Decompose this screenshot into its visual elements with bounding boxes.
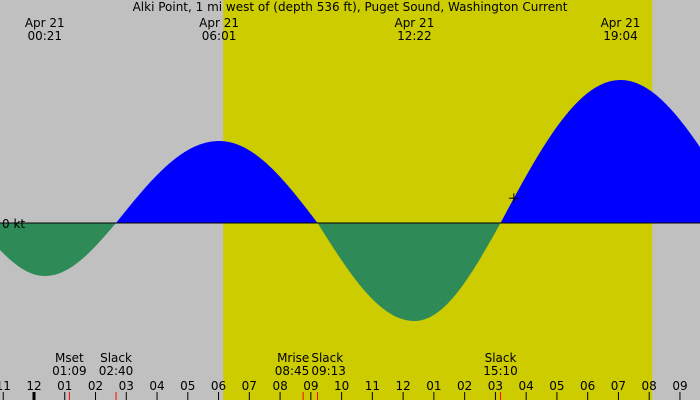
event-label: Slack [311,351,343,365]
extremum-date-label: Apr 21 [394,16,434,30]
extremum-time-label: 12:22 [397,29,432,43]
current-time-marker [508,193,519,204]
extremum-date-label: Apr 21 [25,16,65,30]
event-time: 08:45 [275,364,310,378]
event-time: 09:13 [311,364,346,378]
extremum-date-label: Apr 21 [601,16,641,30]
extremum-date-label: Apr 21 [199,16,239,30]
x-tick-label: 05 [549,379,564,393]
x-tick-label: 02 [88,379,103,393]
x-tick-label: 04 [149,379,164,393]
x-tick-label: 08 [272,379,287,393]
x-tick-label: 07 [611,379,626,393]
zero-label: 0 kt [2,217,25,231]
event-label: Mrise [277,351,309,365]
event-time: 01:09 [52,364,87,378]
x-tick-label: 03 [119,379,134,393]
x-tick-label: 08 [642,379,657,393]
x-tick-label: 04 [519,379,534,393]
event-label: Slack [485,351,517,365]
x-tick-label: 05 [180,379,195,393]
x-tick-label: 12 [26,379,41,393]
event-time: 02:40 [99,364,134,378]
event-time: 15:10 [483,364,518,378]
x-tick-label: 06 [211,379,226,393]
x-tick-label: 10 [334,379,349,393]
x-tick-label: 09 [672,379,687,393]
x-tick-label: 03 [488,379,503,393]
extremum-time-label: 00:21 [27,29,62,43]
x-tick-label: 09 [303,379,318,393]
event-label: Slack [100,351,132,365]
flood-area [0,80,700,223]
event-label: Mset [55,351,84,365]
x-tick-label: 01 [426,379,441,393]
x-tick-label: 11 [0,379,11,393]
x-tick-label: 01 [57,379,72,393]
extremum-time-label: 19:04 [603,29,638,43]
chart-title: Alki Point, 1 mi west of (depth 536 ft),… [133,0,568,14]
x-tick-label: 11 [365,379,380,393]
x-tick-label: 12 [395,379,410,393]
x-tick-label: 02 [457,379,472,393]
x-tick-label: 06 [580,379,595,393]
extremum-time-label: 06:01 [202,29,237,43]
ebb-area [0,223,700,321]
x-tick-label: 07 [242,379,257,393]
